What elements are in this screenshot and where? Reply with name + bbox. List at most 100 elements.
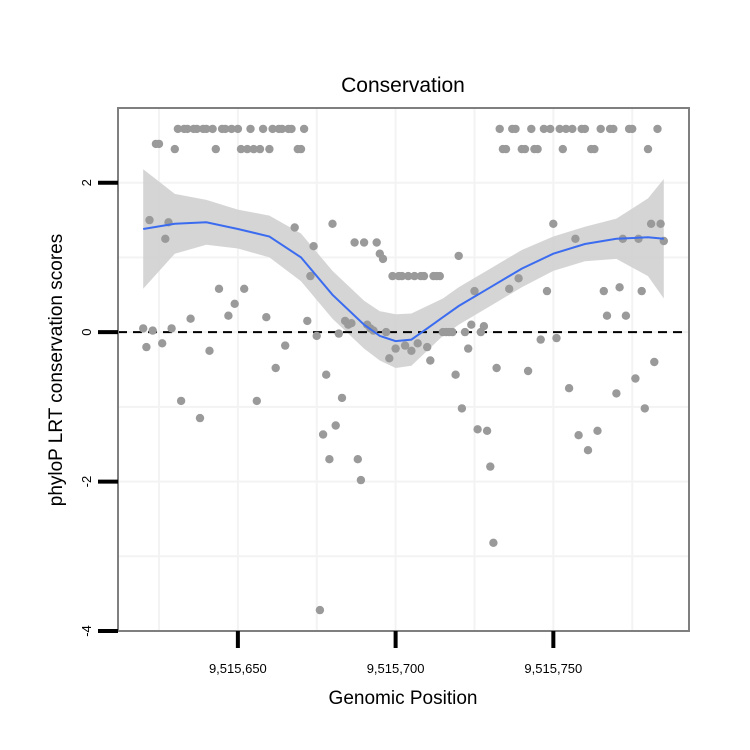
data-point-134: [561, 124, 571, 134]
data-point-141: [583, 446, 593, 455]
data-point-106: [473, 425, 482, 434]
data-point-100: [454, 251, 463, 261]
data-point-144: [593, 426, 602, 435]
chart-title: Conservation: [341, 74, 465, 97]
data-point-18: [195, 413, 205, 423]
data-point-45: [281, 341, 290, 350]
data-point-3: [148, 326, 157, 335]
data-point-155: [628, 124, 637, 134]
data-point-29: [230, 299, 239, 308]
data-point-101: [457, 404, 467, 413]
data-point-89: [419, 271, 429, 281]
data-point-160: [643, 144, 653, 154]
data-point-164: [656, 219, 665, 228]
data-point-51: [299, 124, 309, 134]
data-point-1: [142, 342, 151, 352]
data-point-47: [287, 124, 296, 134]
data-point-79: [388, 271, 397, 281]
data-point-150: [612, 389, 621, 398]
data-point-82: [397, 271, 407, 281]
data-point-48: [290, 223, 299, 232]
data-point-55: [312, 331, 321, 341]
data-point-24: [214, 284, 224, 293]
data-point-61: [331, 421, 340, 430]
data-point-127: [539, 124, 549, 134]
data-point-116: [505, 284, 514, 293]
data-point-5: [154, 139, 164, 149]
data-point-30: [233, 124, 243, 134]
data-point-14: [183, 124, 192, 134]
y-axis-label: phyloP LRT conservation scores: [46, 234, 67, 507]
data-point-146: [599, 286, 608, 296]
data-point-53: [306, 271, 315, 281]
data-point-36: [252, 396, 261, 406]
data-point-147: [602, 311, 612, 320]
data-point-7: [161, 234, 170, 243]
data-point-42: [271, 363, 280, 373]
data-point-133: [558, 144, 567, 154]
data-point-2: [145, 215, 154, 225]
data-point-83: [400, 341, 410, 350]
y-tick-label-0: 2: [79, 179, 94, 186]
data-point-6: [158, 339, 167, 348]
grid-lines: [118, 107, 689, 631]
data-point-20: [202, 124, 211, 134]
data-point-128: [542, 286, 552, 296]
data-point-112: [492, 363, 501, 373]
data-point-153: [621, 311, 631, 320]
data-point-99: [451, 370, 460, 379]
data-point-80: [391, 344, 400, 353]
data-point-40: [265, 144, 274, 154]
data-point-38: [258, 124, 268, 134]
data-points: [139, 124, 668, 615]
data-point-84: [404, 271, 413, 281]
data-point-57: [318, 430, 328, 439]
data-point-63: [337, 393, 347, 403]
data-point-138: [574, 431, 583, 440]
data-point-85: [407, 346, 416, 355]
data-point-143: [590, 144, 599, 154]
smooth-line: [143, 221, 664, 343]
y-tick-label-3: -4: [79, 625, 94, 637]
data-point-98: [448, 327, 457, 337]
x-axis-label: Genomic Position: [329, 688, 478, 709]
data-point-121: [520, 144, 530, 154]
data-point-145: [596, 124, 605, 134]
data-point-28: [227, 124, 236, 134]
data-point-90: [423, 342, 432, 352]
x-tick-label-0: 9,515,650: [209, 661, 267, 676]
data-point-119: [514, 274, 523, 283]
data-point-76: [378, 254, 388, 264]
data-point-62: [334, 329, 343, 338]
data-point-17: [192, 124, 202, 134]
data-point-135: [564, 384, 574, 393]
plot-frame: [117, 107, 690, 632]
y-tick-label-1: 0: [79, 329, 94, 336]
data-point-22: [208, 124, 217, 134]
data-point-118: [511, 124, 520, 134]
data-point-32: [240, 284, 249, 293]
data-point-41: [268, 124, 277, 134]
data-point-60: [328, 219, 337, 228]
data-point-23: [211, 144, 220, 154]
data-point-78: [385, 354, 394, 363]
data-point-86: [410, 271, 419, 281]
data-point-102: [460, 327, 470, 337]
data-point-11: [173, 124, 183, 134]
data-point-162: [650, 357, 659, 367]
y-axis-ticks: 2 0 -2 -4: [79, 179, 118, 637]
data-point-70: [359, 238, 369, 247]
data-point-77: [381, 327, 391, 337]
data-point-131: [552, 333, 561, 343]
data-point-59: [325, 455, 334, 464]
data-point-123: [527, 124, 536, 134]
data-point-52: [303, 316, 312, 326]
data-point-132: [555, 124, 564, 134]
data-point-149: [609, 124, 618, 134]
data-point-35: [249, 144, 258, 154]
y-tick-label-2: -2: [79, 476, 94, 488]
data-point-163: [653, 124, 662, 134]
data-point-66: [347, 319, 356, 328]
x-axis-ticks: 9,515,650 9,515,700 9,515,750: [209, 631, 582, 676]
data-point-0: [139, 324, 148, 333]
